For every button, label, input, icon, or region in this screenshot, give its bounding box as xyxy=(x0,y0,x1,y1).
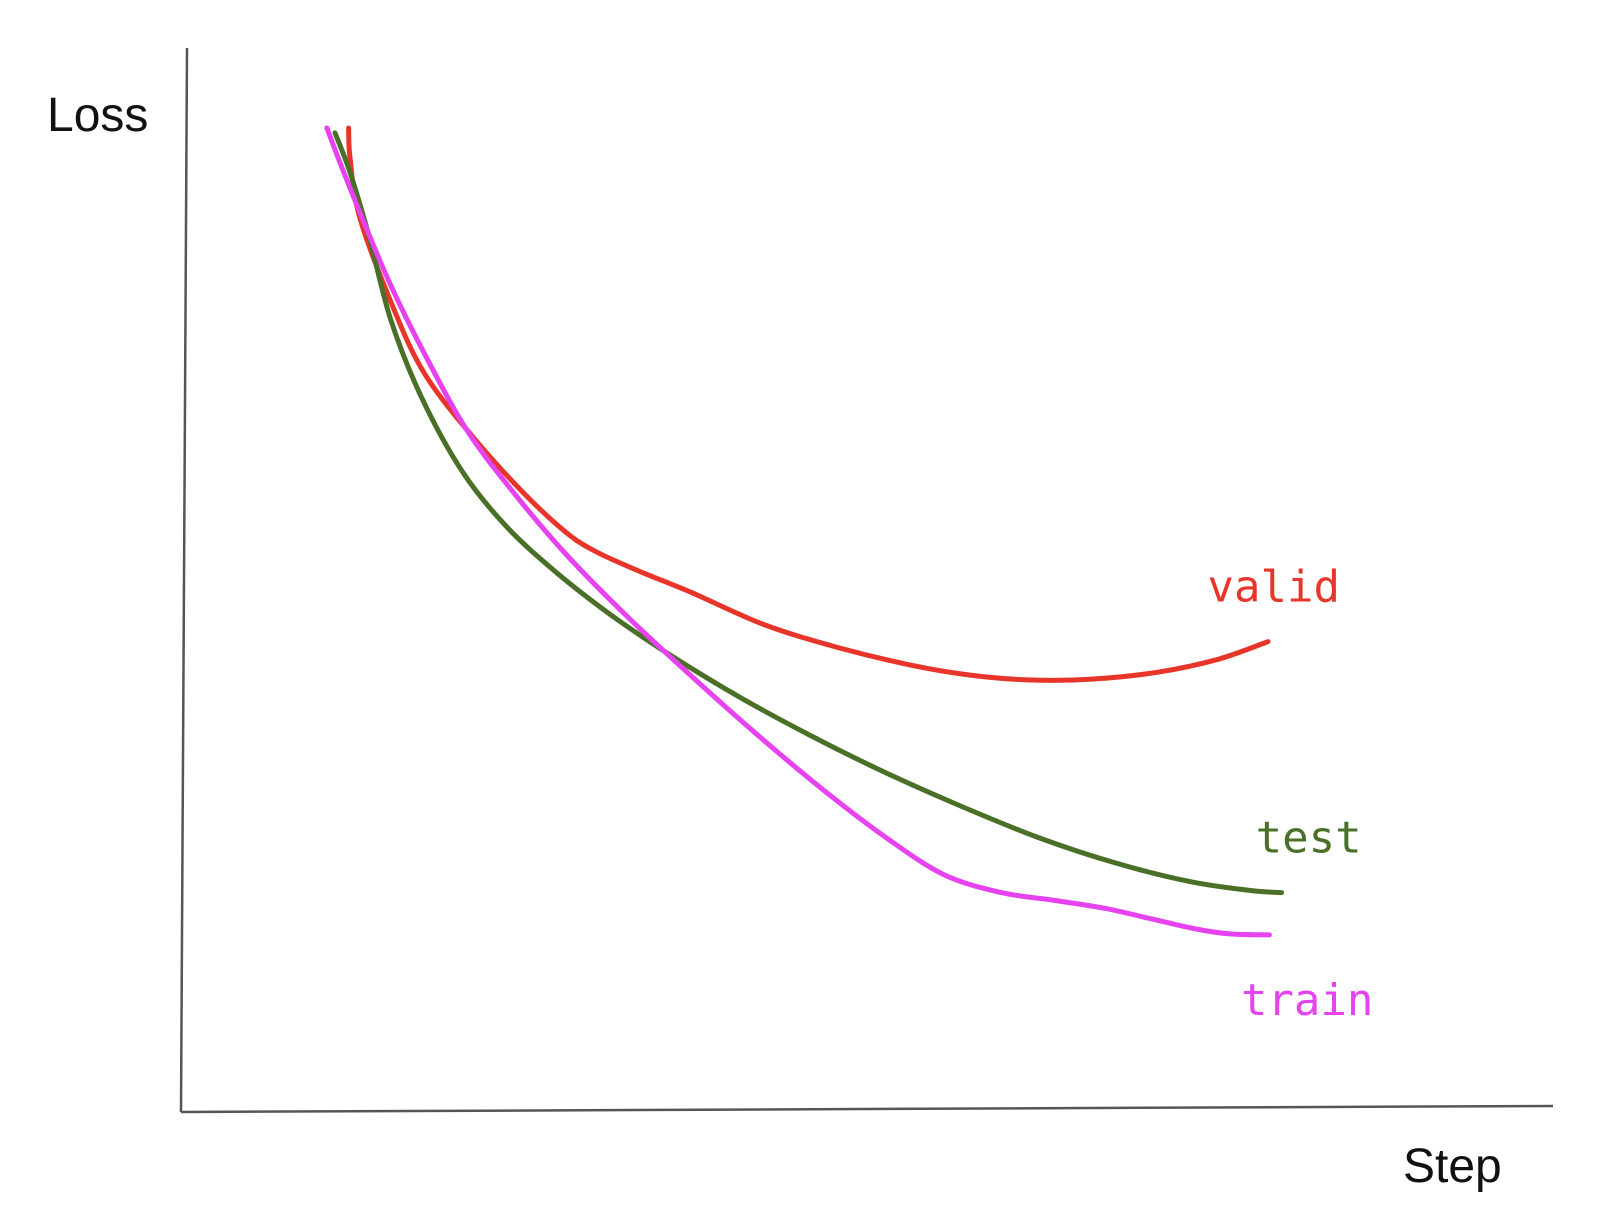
x-axis-line xyxy=(180,1104,1554,1114)
y-axis-line xyxy=(179,47,189,1113)
series-lines xyxy=(324,125,1285,938)
series-label-train: train xyxy=(1241,975,1373,1026)
series-line-train xyxy=(324,125,1272,938)
x-axis-label: Step xyxy=(1403,1140,1502,1193)
y-axis-label: Loss xyxy=(47,89,148,142)
series-label-valid: valid xyxy=(1208,562,1340,613)
axes xyxy=(179,47,1554,1114)
labels: Loss Step valid test train xyxy=(47,89,1502,1193)
series-label-test: test xyxy=(1256,813,1362,864)
series-line-valid xyxy=(346,125,1271,683)
